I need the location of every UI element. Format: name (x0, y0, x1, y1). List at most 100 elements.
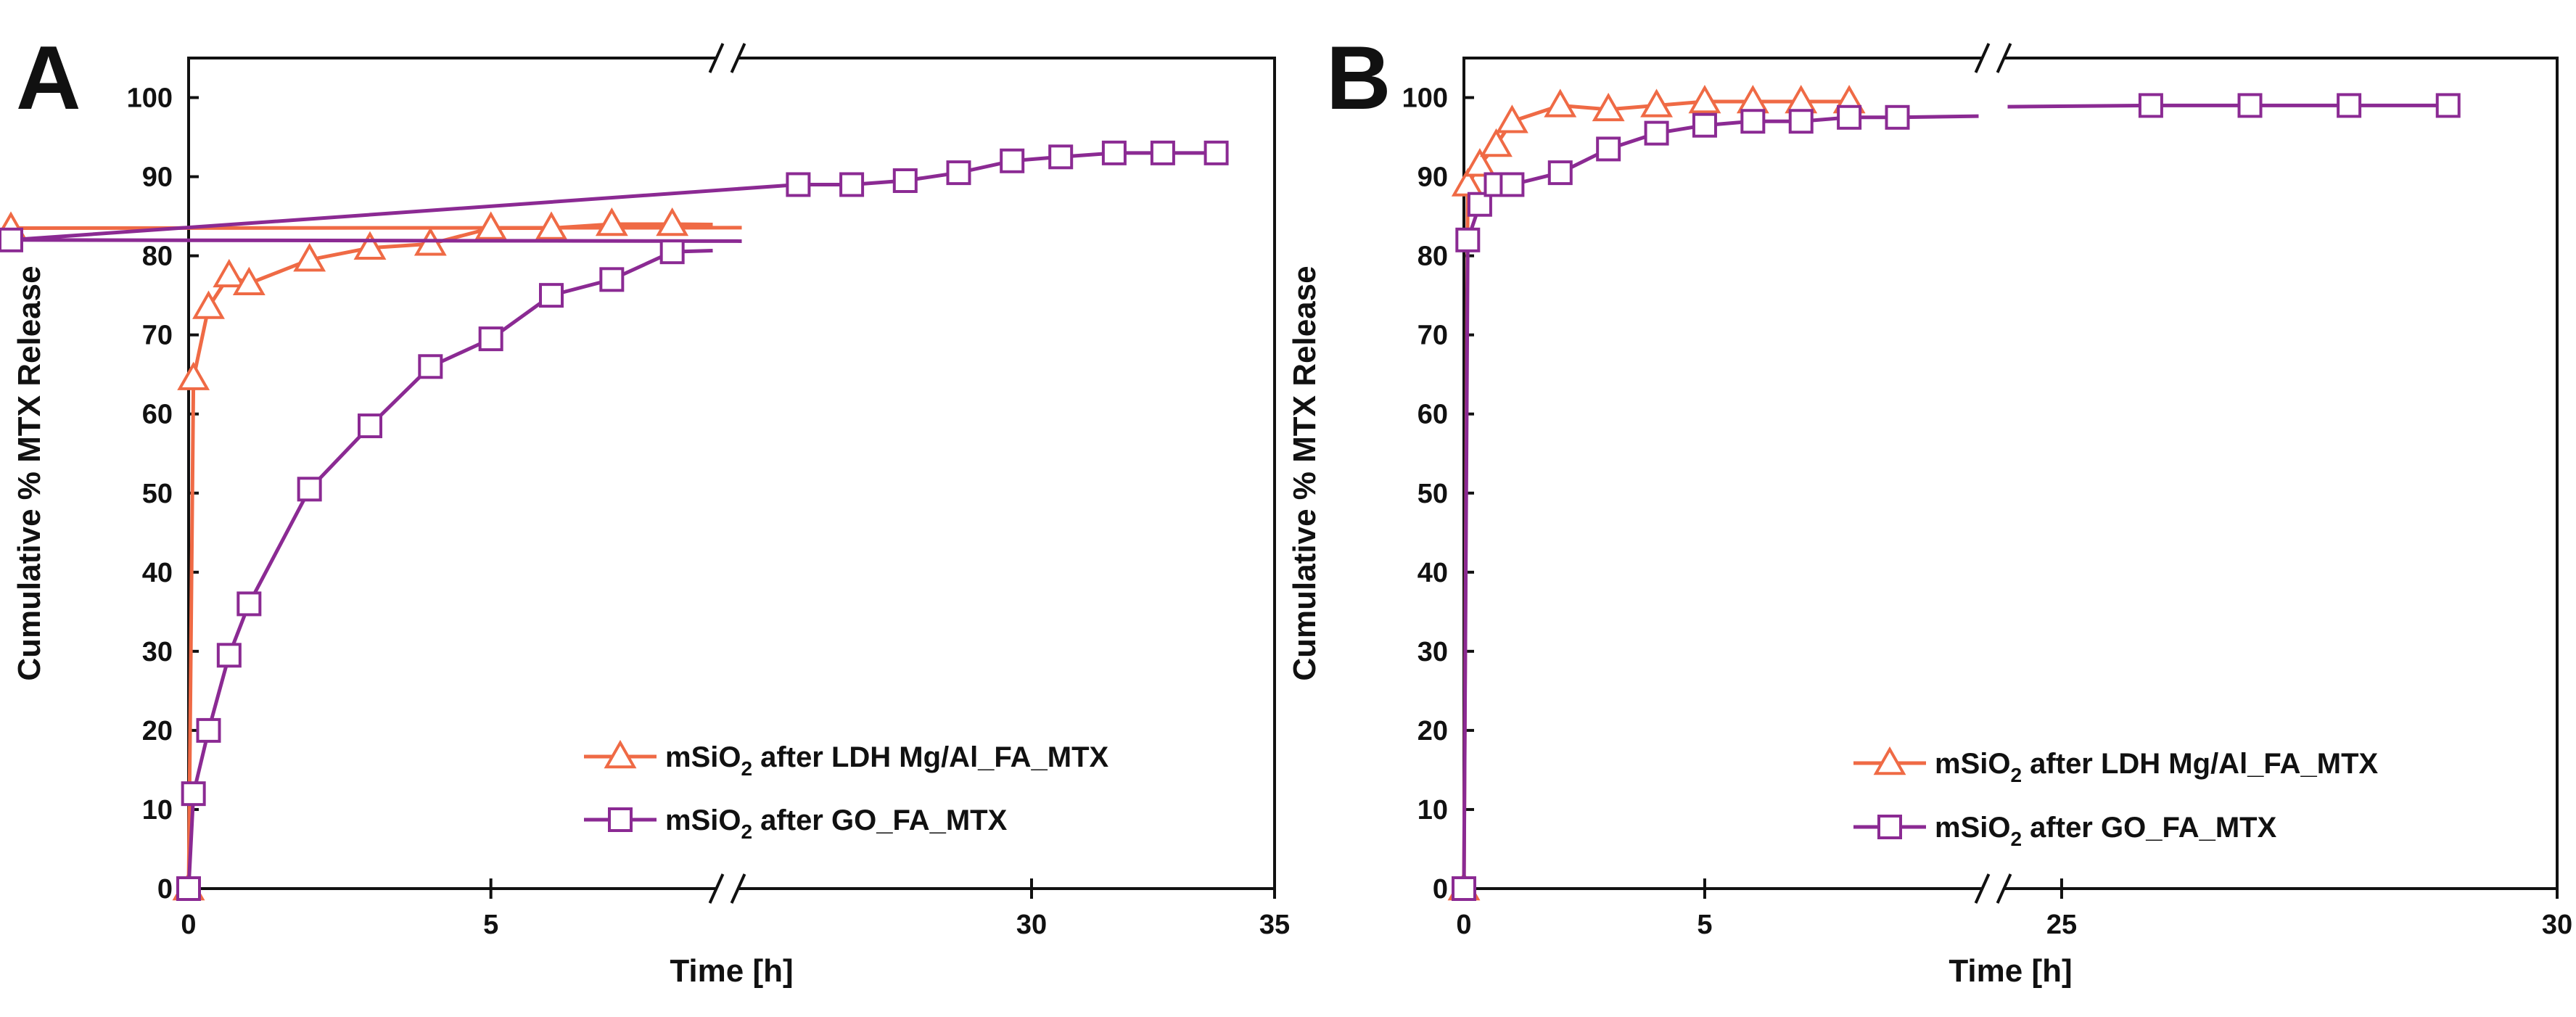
legend-entry-ldh: mSiO2 after LDH Mg/Al_FA_MTX (584, 739, 1109, 780)
x-axis-title: Time [h] (1949, 953, 2072, 989)
x-tick-label: 25 (2046, 910, 2077, 940)
y-tick-label: 70 (142, 321, 173, 351)
data-point-square (786, 172, 811, 197)
y-tick-label: 70 (1417, 321, 1448, 351)
legend-entry-ldh: mSiO2 after LDH Mg/Al_FA_MTX (1853, 746, 2379, 786)
y-tick-label: 10 (1417, 795, 1448, 825)
data-point-triangle (595, 207, 628, 236)
data-point-square (1885, 104, 1910, 130)
data-point-triangle (1544, 88, 1577, 118)
data-point-square (478, 326, 503, 352)
legend-marker-triangle (1873, 746, 1906, 775)
y-tick-label: 100 (127, 83, 173, 114)
legend-label: mSiO2 after LDH Mg/Al_FA_MTX (665, 741, 1109, 780)
series-line-go-after-break (10, 151, 1217, 242)
data-point-triangle (474, 211, 508, 240)
legend-label: mSiO2 after GO_FA_MTX (1935, 812, 2277, 850)
y-tick-label: 20 (142, 716, 173, 746)
data-point-triangle (656, 207, 689, 236)
data-point-triangle (192, 290, 225, 319)
data-point-square (2435, 93, 2461, 118)
data-point-square (659, 239, 685, 265)
axis-break-gap (1983, 51, 2004, 65)
x-tick-label: 0 (181, 910, 196, 940)
y-axis-title: Cumulative % MTX Release (12, 265, 47, 680)
data-point-square (0, 227, 24, 252)
data-point-triangle (232, 266, 266, 296)
y-tick-label: 30 (142, 637, 173, 667)
x-tick-label: 30 (1016, 910, 1047, 940)
panel-b-chart: B 0 10 20 30 40 50 60 70 80 90 100 0 5 25 30 Time [h] Cum… (1287, 28, 2572, 989)
data-point-triangle (1640, 88, 1674, 118)
data-point-square (2237, 93, 2263, 118)
data-point-square (1547, 160, 1573, 186)
data-point-square (1203, 140, 1229, 165)
y-tick-label: 80 (142, 242, 173, 272)
x-tick-label: 0 (1456, 910, 1471, 940)
data-point-square (946, 160, 971, 186)
series-go (1452, 93, 2461, 901)
series-line-go-bridge (10, 238, 742, 243)
axis-break-gap (717, 881, 738, 896)
data-point-square (196, 717, 221, 743)
data-point-square (1467, 192, 1492, 217)
series-ldh (1447, 84, 1866, 901)
legend-label: mSiO2 after GO_FA_MTX (665, 804, 1008, 843)
data-point-square (2337, 93, 2362, 118)
data-point-square (599, 267, 625, 292)
y-tick-label: 40 (142, 558, 173, 588)
data-point-triangle (1480, 128, 1513, 157)
y-tick-label: 90 (1417, 162, 1448, 193)
legend-label-subscript: 2 (741, 757, 752, 780)
data-point-square (358, 413, 382, 439)
data-point-triangle (1592, 92, 1625, 122)
series-line-go (1462, 115, 1898, 889)
legend-label-main: mSiO (665, 804, 741, 836)
y-tick-label: 20 (1417, 716, 1448, 746)
panel-letter-b: B (1326, 28, 1391, 128)
legend-label-main: mSiO (1935, 812, 2010, 844)
data-point-triangle (1463, 148, 1497, 177)
data-point-triangle (353, 231, 387, 260)
series-line-go-bridge (2007, 103, 2151, 109)
y-tick-label: 100 (1402, 83, 1448, 114)
data-point-square (297, 477, 322, 502)
legend-marker-square (608, 807, 633, 832)
y-axis-title: Cumulative % MTX Release (1287, 265, 1322, 680)
data-point-triangle (1495, 104, 1528, 133)
plot-frame (1462, 57, 2559, 890)
legend-entry-go: mSiO2 after GO_FA_MTX (1853, 812, 2277, 850)
x-axis-title: Time [h] (670, 953, 793, 989)
x-tick-label: 35 (1259, 910, 1290, 940)
data-point-square (1644, 120, 1669, 146)
data-point-triangle (535, 211, 568, 240)
y-tick-label: 0 (157, 874, 173, 905)
data-point-triangle (293, 243, 326, 272)
legend-label-main: mSiO (665, 741, 741, 773)
y-tick-label: 60 (1417, 400, 1448, 430)
data-point-square (892, 168, 918, 194)
data-point-square (1000, 148, 1025, 173)
data-point-square (236, 591, 262, 617)
data-point-square (1452, 876, 1476, 901)
axis-break-bottom (1974, 873, 2012, 904)
legend-label-rest: after LDH Mg/Al_FA_MTX (752, 741, 1108, 773)
axis-break-top (708, 43, 746, 73)
data-point-square (181, 781, 206, 807)
y-tick-label: 0 (1433, 874, 1448, 905)
data-point-square (1788, 109, 1814, 134)
legend-label-subscript: 2 (2010, 764, 2022, 786)
data-point-square (1455, 227, 1481, 252)
x-tick-label: 5 (1697, 910, 1712, 940)
y-tick-label: 90 (142, 162, 173, 193)
data-point-square (418, 354, 443, 379)
data-point-triangle (177, 361, 210, 390)
legend-label-subscript: 2 (2010, 828, 2022, 850)
data-point-square (1596, 136, 1621, 162)
y-tick-label: 40 (1417, 558, 1448, 588)
data-point-square (839, 172, 865, 197)
legend-label-rest: after GO_FA_MTX (2022, 812, 2277, 844)
axis-break-gap (1983, 881, 2004, 896)
y-tick-label: 30 (1417, 637, 1448, 667)
